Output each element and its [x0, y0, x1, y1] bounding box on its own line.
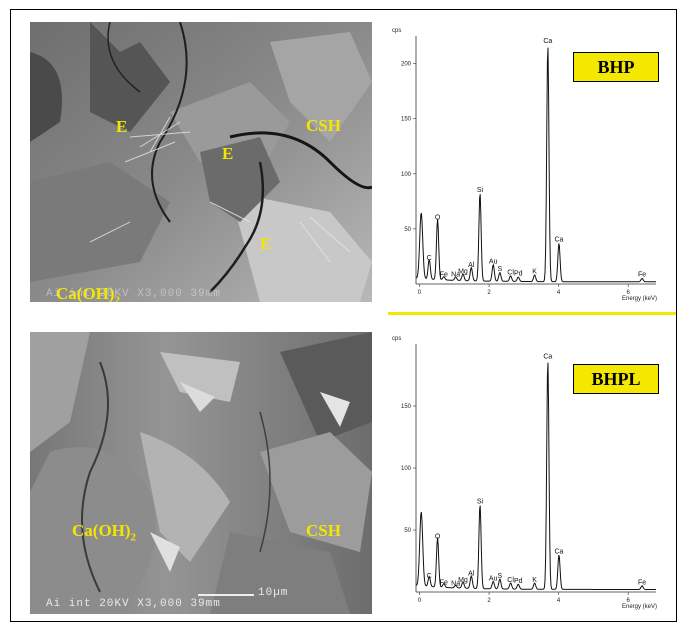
- eds-spectrum-bhpl: cps Energy (keV) 50 100 150 0 2 4 6 C O Fe Na Mg Al Si S…: [388, 330, 676, 620]
- sem-footer: Ai int 20KV X3,000 39mm: [46, 598, 221, 610]
- x-axis-label: Energy (keV): [622, 296, 657, 302]
- peak-label: C: [427, 255, 432, 262]
- peak-label: O: [435, 533, 441, 540]
- label-csh: CSH: [306, 521, 341, 540]
- peak-label: Na: [451, 272, 460, 279]
- x-tick-label: 4: [557, 290, 561, 296]
- peak-label: S: [497, 573, 502, 580]
- peak-label: Cl: [507, 577, 514, 584]
- peak-label: Au: [489, 576, 498, 583]
- peak-label: Mg: [458, 577, 468, 584]
- badge-bhpl: BHPL: [573, 364, 659, 394]
- sem-texture: [30, 332, 372, 614]
- peak-label: S: [497, 266, 502, 273]
- sem-micrograph-bhp: E E E CSH Ca(OH)2 Ai int 20KV X3,000 39m…: [30, 22, 372, 302]
- x-tick-label: 6: [627, 598, 631, 604]
- peak-label: Pd: [514, 271, 523, 278]
- label-ettringite-1: E: [116, 117, 128, 136]
- peak-label: Pd: [514, 578, 523, 585]
- badge-bhp: BHP: [573, 52, 659, 82]
- label-csh: CSH: [306, 116, 341, 135]
- peak-label: Au: [489, 258, 498, 265]
- divider-line: [388, 312, 676, 315]
- y-tick-label: 100: [401, 172, 412, 178]
- peak-label: K: [532, 268, 537, 275]
- peak-label: Cl: [507, 269, 514, 276]
- peak-label: C: [427, 573, 432, 580]
- figure-frame: [10, 9, 677, 622]
- peak-label: Fe: [440, 272, 448, 279]
- y-tick-label: 200: [401, 62, 412, 68]
- x-tick-label: 6: [627, 290, 631, 296]
- x-axis-label: Energy (keV): [622, 604, 657, 610]
- x-tick-label: 0: [418, 598, 422, 604]
- y-tick-label: 150: [401, 404, 412, 410]
- x-tick-label: 4: [557, 598, 561, 604]
- peak-label: Al: [468, 262, 475, 269]
- y-axis-label: cps: [392, 336, 401, 342]
- peak-label: Mg: [458, 268, 468, 275]
- peak-label: Ca: [554, 548, 563, 555]
- x-tick-label: 2: [487, 598, 491, 604]
- peak-label: Fe: [638, 579, 646, 586]
- peak-label: Si: [477, 187, 484, 194]
- y-axis-label: cps: [392, 28, 401, 34]
- peak-label: Ca: [543, 38, 552, 45]
- peak-label: Na: [451, 581, 460, 588]
- label-caoh2: Ca(OH)2: [72, 521, 137, 544]
- x-tick-label: 0: [418, 290, 422, 296]
- eds-spectrum-bhp: cps Energy (keV) 50 100 150 200 0 2 4 6 C O Fe Na Mg Al…: [388, 22, 676, 312]
- y-tick-label: 50: [404, 528, 411, 534]
- spectrum-line: [415, 47, 656, 283]
- peak-label: K: [532, 577, 537, 584]
- peak-label: Ca: [543, 354, 552, 361]
- peak-label: Al: [468, 571, 475, 578]
- sem-texture: [30, 22, 372, 302]
- scale-bar-label: 10µm: [258, 587, 289, 599]
- peak-label: O: [435, 214, 441, 221]
- label-caoh2: Ca(OH)2: [56, 284, 121, 302]
- peak-label: Fe: [638, 272, 646, 279]
- sem-footer: Ai int 20KV X3,000 39mm: [46, 288, 221, 300]
- peak-label: Si: [477, 499, 484, 506]
- peak-label: Ca: [554, 236, 563, 243]
- label-ettringite-3: E: [260, 234, 272, 253]
- spectrum-line: [415, 362, 656, 590]
- scale-bar-line: [198, 594, 254, 596]
- y-tick-label: 100: [401, 466, 412, 472]
- y-tick-label: 150: [401, 117, 412, 123]
- sem-micrograph-bhpl: Ca(OH)2 CSH 10µm Ai int 20KV X3,000 39mm: [30, 332, 372, 614]
- x-tick-label: 2: [487, 290, 491, 296]
- y-tick-label: 50: [404, 227, 411, 233]
- peak-label: Fe: [440, 579, 448, 586]
- label-ettringite-2: E: [222, 144, 234, 163]
